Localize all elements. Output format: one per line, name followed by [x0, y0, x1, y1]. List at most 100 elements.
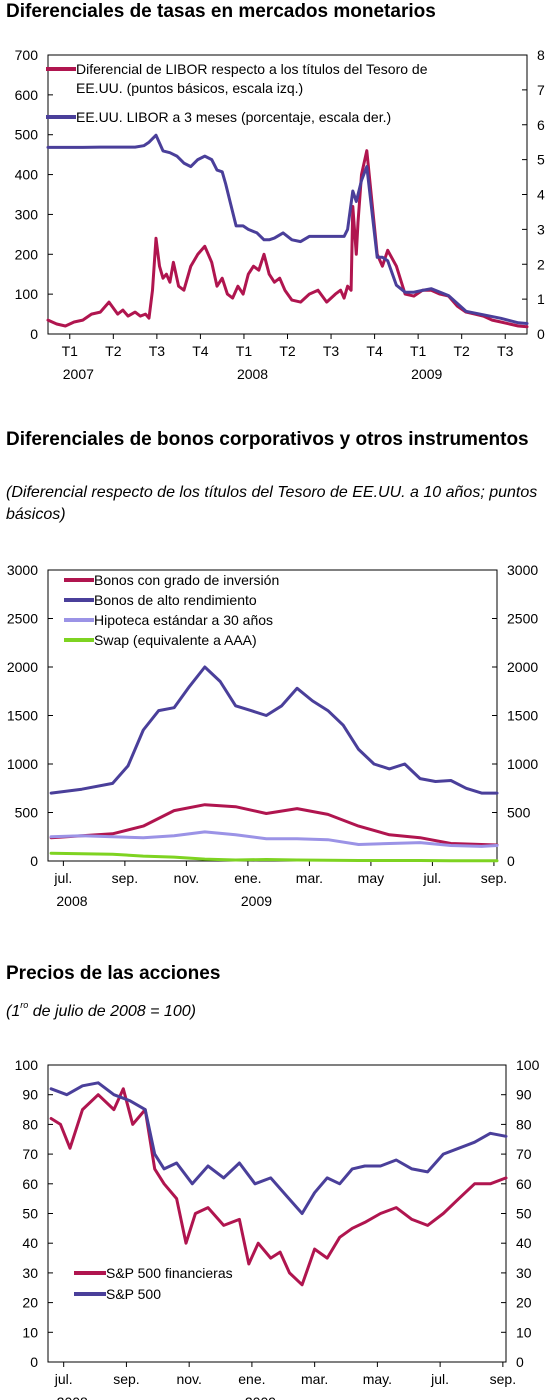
left-tick-label: 50 — [22, 1206, 38, 1222]
right-tick-label: 1 — [537, 291, 545, 307]
x-tick-label: T2 — [279, 343, 296, 359]
series-line-0 — [49, 803, 499, 847]
x-tick-label: may. — [363, 1371, 392, 1387]
left-tick-label: 90 — [22, 1087, 38, 1103]
left-tick-label: 700 — [15, 47, 39, 63]
left-tick-label: 500 — [15, 805, 39, 821]
right-tick-label: 6 — [537, 117, 545, 133]
series-line-2 — [49, 830, 499, 848]
right-tick-label: 70 — [516, 1146, 532, 1162]
x-tick-label: jul. — [53, 870, 72, 886]
legend-label-0: S&P 500 financieras — [106, 1265, 233, 1281]
right-tick-label: 1000 — [507, 756, 538, 772]
series-line-1 — [49, 665, 499, 795]
right-tick-label: 100 — [516, 1057, 540, 1073]
right-tick-label: 2 — [537, 256, 545, 272]
legend-label-3: Swap (equivalente a AAA) — [94, 632, 257, 648]
x-tick-label: jul. — [54, 1371, 73, 1387]
right-tick-label: 2000 — [507, 659, 538, 675]
left-tick-label: 2000 — [7, 659, 38, 675]
legend-label-1: EE.UU. LIBOR a 3 meses (porcentaje, esca… — [76, 109, 391, 125]
left-tick-label: 2500 — [7, 611, 38, 627]
x-tick-label: mar. — [301, 1371, 328, 1387]
right-tick-label: 10 — [516, 1324, 532, 1340]
x-tick-label: sep. — [112, 870, 138, 886]
right-tick-label: 8 — [537, 47, 545, 63]
chart1-title: Diferenciales de tasas en mercados monet… — [6, 1, 436, 22]
chart3-svg: 0 10 20 30 40 50 60 70 80 90 100 0 10 20 30 40 50 60 70 80 9… — [15, 1057, 540, 1400]
x-tick-label: sep. — [490, 1371, 516, 1387]
x-tick-label: T2 — [454, 343, 471, 359]
right-tick-label: 40 — [516, 1235, 532, 1251]
series-line-0 — [49, 1087, 508, 1287]
x-year-label: 2008 — [237, 366, 268, 382]
x-tick-label: T3 — [497, 343, 514, 359]
x-tick-label: T1 — [410, 343, 427, 359]
right-tick-label: 0 — [537, 326, 545, 342]
right-tick-label: 90 — [516, 1087, 532, 1103]
x-tick-label: T3 — [323, 343, 340, 359]
x-tick-label: jul. — [422, 870, 441, 886]
x-tick-label: sep. — [113, 1371, 139, 1387]
plot-frame — [47, 1064, 507, 1363]
x-tick-label: T1 — [236, 343, 253, 359]
legend-label-1: S&P 500 — [106, 1286, 161, 1302]
right-tick-label: 500 — [507, 805, 531, 821]
left-tick-label: 20 — [22, 1295, 38, 1311]
x-year-label: 2009 — [245, 1394, 276, 1400]
x-tick-label: T3 — [149, 343, 166, 359]
chart2-svg: 0 500 1000 1500 2000 2500 3000 0 500 1000 1500 2000… — [7, 562, 539, 909]
x-year-label: 2008 — [57, 1394, 88, 1400]
left-tick-label: 100 — [15, 1057, 39, 1073]
left-tick-label: 70 — [22, 1146, 38, 1162]
left-tick-label: 40 — [22, 1235, 38, 1251]
x-year-label: 2007 — [63, 366, 94, 382]
right-tick-label: 5 — [537, 152, 545, 168]
x-year-label: 2008 — [56, 893, 87, 909]
left-tick-label: 3000 — [7, 562, 38, 578]
right-tick-label: 50 — [516, 1206, 532, 1222]
x-year-label: 2009 — [241, 893, 272, 909]
left-tick-label: 1500 — [7, 708, 38, 724]
left-tick-label: 300 — [15, 206, 39, 222]
x-tick-label: ene. — [234, 870, 261, 886]
legend-label-1: Bonos de alto rendimiento — [94, 592, 257, 608]
x-tick-label: jul. — [430, 1371, 449, 1387]
left-tick-label: 60 — [22, 1176, 38, 1192]
chart3-title: Precios de las acciones — [6, 963, 221, 984]
left-tick-label: 500 — [15, 127, 39, 143]
right-tick-label: 4 — [537, 187, 545, 203]
legend-label-0: Diferencial de LIBOR respecto a los títu… — [76, 61, 428, 77]
left-tick-label: 100 — [15, 286, 39, 302]
right-tick-label: 80 — [516, 1116, 532, 1132]
right-tick-label: 1500 — [507, 708, 538, 724]
x-tick-label: T1 — [62, 343, 79, 359]
x-tick-label: T2 — [105, 343, 122, 359]
right-tick-label: 2500 — [507, 611, 538, 627]
left-tick-label: 400 — [15, 167, 39, 183]
x-tick-label: sep. — [481, 870, 507, 886]
right-tick-label: 3 — [537, 221, 545, 237]
left-tick-label: 30 — [22, 1265, 38, 1281]
right-tick-label: 7 — [537, 82, 545, 98]
x-tick-label: T4 — [366, 343, 383, 359]
left-tick-label: 600 — [15, 87, 39, 103]
left-tick-label: 80 — [22, 1116, 38, 1132]
right-tick-label: 3000 — [507, 562, 538, 578]
left-tick-label: 0 — [30, 1354, 38, 1370]
x-tick-label: may — [358, 870, 384, 886]
legend-label-0: Bonos con grado de inversión — [94, 572, 279, 588]
series-line-1 — [49, 1081, 508, 1215]
left-tick-label: 10 — [22, 1324, 38, 1340]
left-tick-label: 0 — [30, 326, 38, 342]
x-tick-label: nov. — [176, 1371, 201, 1387]
legend-label-0: EE.UU. (puntos básicos, escala izq.) — [76, 80, 303, 96]
legend-label-2: Hipoteca estándar a 30 años — [94, 612, 273, 628]
series-line-0 — [46, 149, 529, 329]
x-tick-label: nov. — [174, 870, 199, 886]
left-tick-label: 1000 — [7, 756, 38, 772]
x-year-label: 2009 — [411, 366, 442, 382]
series-line-3 — [49, 851, 499, 863]
x-tick-label: mar. — [296, 870, 323, 886]
chart1-svg: 0 100 200 300 400 500 600 700 0 1 2 3 4 5 6 7 8 T1 2007 T2 T… — [15, 47, 545, 382]
